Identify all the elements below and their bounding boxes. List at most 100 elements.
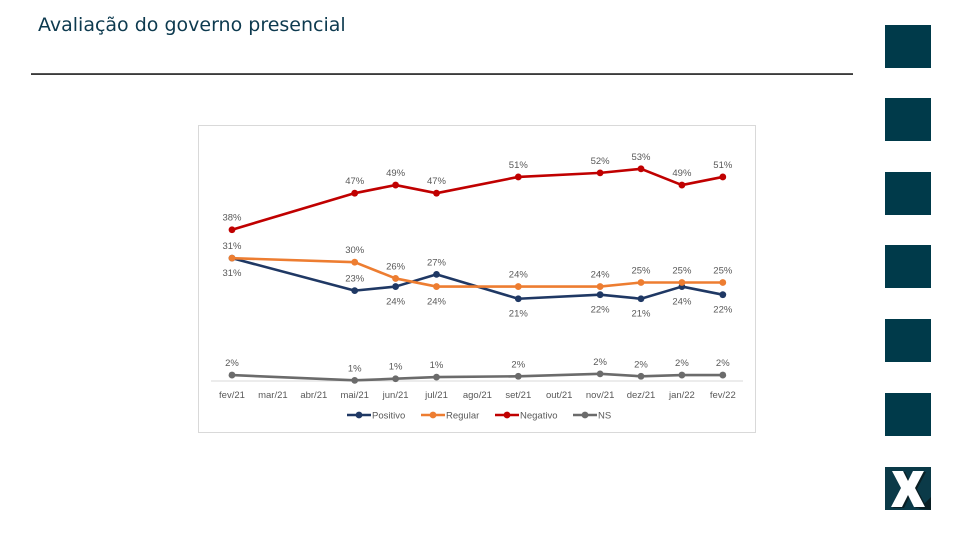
data-point-negativo <box>433 189 440 197</box>
x-tick-label: fev/22 <box>710 390 736 401</box>
data-label-ns: 2% <box>716 358 730 369</box>
data-point-ns <box>637 372 645 380</box>
data-point-negativo <box>228 226 236 234</box>
data-label-ns: 2% <box>593 357 607 368</box>
legend-marker-positivo <box>355 411 363 419</box>
data-point-negativo <box>678 181 686 189</box>
data-point-positivo <box>433 270 440 278</box>
data-point-ns <box>514 372 522 380</box>
x-tick-label: mai/21 <box>340 390 369 401</box>
legend-label-negativo: Negativo <box>520 411 558 422</box>
square-4-icon <box>885 245 931 288</box>
data-point-regular <box>433 283 440 290</box>
chart-container: fev/21 mar/21 abr/21 mai/21 jun/21 jul/21 ago/… <box>198 125 756 433</box>
data-point-regular <box>637 279 645 286</box>
data-point-negativo <box>392 181 399 189</box>
series-line-positivo <box>231 256 724 301</box>
title-divider <box>31 73 853 75</box>
data-label-negativo: 49% <box>672 168 692 179</box>
data-label-positivo: 21% <box>631 309 651 320</box>
data-label-ns: 1% <box>389 362 403 373</box>
data-label-positivo: 21% <box>509 309 529 320</box>
data-label-negativo: 47% <box>345 176 365 187</box>
data-label-negativo: 49% <box>386 168 406 179</box>
x-tick-label: jan/22 <box>668 390 695 401</box>
data-label-negativo: 52% <box>591 156 611 167</box>
data-point-positivo <box>514 295 522 303</box>
legend-label-positivo: Positivo <box>372 411 405 422</box>
data-label-positivo: 22% <box>713 305 733 316</box>
x-tick-label: mar/21 <box>258 390 288 401</box>
series-line-ns <box>231 372 723 382</box>
square-6-icon <box>885 393 931 436</box>
data-point-regular <box>351 258 359 266</box>
series-line-negativo <box>231 167 724 231</box>
data-point-negativo <box>351 189 359 197</box>
square-2-icon <box>885 98 931 141</box>
x-tick-label: jul/21 <box>424 390 448 401</box>
x-tick-label: fev/21 <box>219 390 245 401</box>
legend-label-ns: NS <box>598 411 611 422</box>
x-tick-label: nov/21 <box>586 390 615 401</box>
data-label-regular: 24% <box>509 270 529 281</box>
legend-label-regular: Regular <box>446 411 479 422</box>
data-label-negativo: 38% <box>222 213 242 224</box>
x-tick-label: set/21 <box>505 390 531 401</box>
data-point-negativo <box>719 173 727 181</box>
data-point-positivo <box>596 291 604 299</box>
x-tick-label: dez/21 <box>627 390 656 401</box>
legend-marker-negativo <box>503 411 511 419</box>
square-3-icon <box>885 172 931 215</box>
data-point-negativo <box>596 169 604 177</box>
data-label-ns: 1% <box>348 363 362 374</box>
data-point-regular <box>719 279 727 286</box>
legend-marker-regular <box>429 411 437 419</box>
data-point-negativo <box>637 165 645 173</box>
data-point-positivo <box>351 287 359 295</box>
data-label-negativo: 51% <box>509 160 529 171</box>
data-point-ns <box>351 376 359 384</box>
data-label-regular: 24% <box>427 297 447 308</box>
data-label-regular: 31% <box>222 241 242 252</box>
x-tick-label: out/21 <box>546 390 572 401</box>
square-1-icon <box>885 25 931 68</box>
data-label-regular: 25% <box>672 266 692 277</box>
data-point-negativo <box>514 173 522 181</box>
x-tick-label: abr/21 <box>300 390 327 401</box>
data-label-positivo: 24% <box>672 297 692 308</box>
data-label-positivo: 24% <box>386 297 406 308</box>
data-label-positivo: 27% <box>427 257 447 268</box>
data-label-negativo: 51% <box>713 160 733 171</box>
data-point-positivo <box>637 295 645 303</box>
data-point-regular <box>514 283 522 290</box>
data-label-negativo: 53% <box>631 152 651 163</box>
data-label-regular: 24% <box>591 270 611 281</box>
data-label-regular: 25% <box>713 266 733 277</box>
square-5-icon <box>885 319 931 362</box>
data-point-ns <box>719 371 727 379</box>
data-point-ns <box>433 373 440 381</box>
data-point-ns <box>596 370 604 378</box>
data-point-positivo <box>392 283 399 290</box>
data-label-regular: 25% <box>631 266 651 277</box>
x-tick-label: ago/21 <box>463 390 492 401</box>
data-label-ns: 2% <box>634 359 648 370</box>
data-label-regular: 30% <box>345 245 365 256</box>
data-point-ns <box>678 371 686 379</box>
data-point-regular <box>596 283 604 290</box>
data-label-ns: 2% <box>675 358 689 369</box>
legend-marker-ns <box>581 411 589 419</box>
data-point-regular <box>678 279 686 286</box>
logo-x-icon <box>885 467 931 510</box>
data-label-ns: 2% <box>225 358 239 369</box>
x-tick-label: jun/21 <box>382 390 409 401</box>
page-title: Avaliação do governo presencial <box>38 14 346 36</box>
data-label-regular: 26% <box>386 261 406 272</box>
data-label-positivo: 23% <box>345 274 365 285</box>
data-point-regular <box>392 275 399 282</box>
data-point-ns <box>228 371 236 379</box>
data-point-positivo <box>719 291 727 299</box>
data-label-positivo: 22% <box>591 305 611 316</box>
data-label-ns: 1% <box>430 360 444 371</box>
data-label-positivo: 31% <box>222 268 242 279</box>
